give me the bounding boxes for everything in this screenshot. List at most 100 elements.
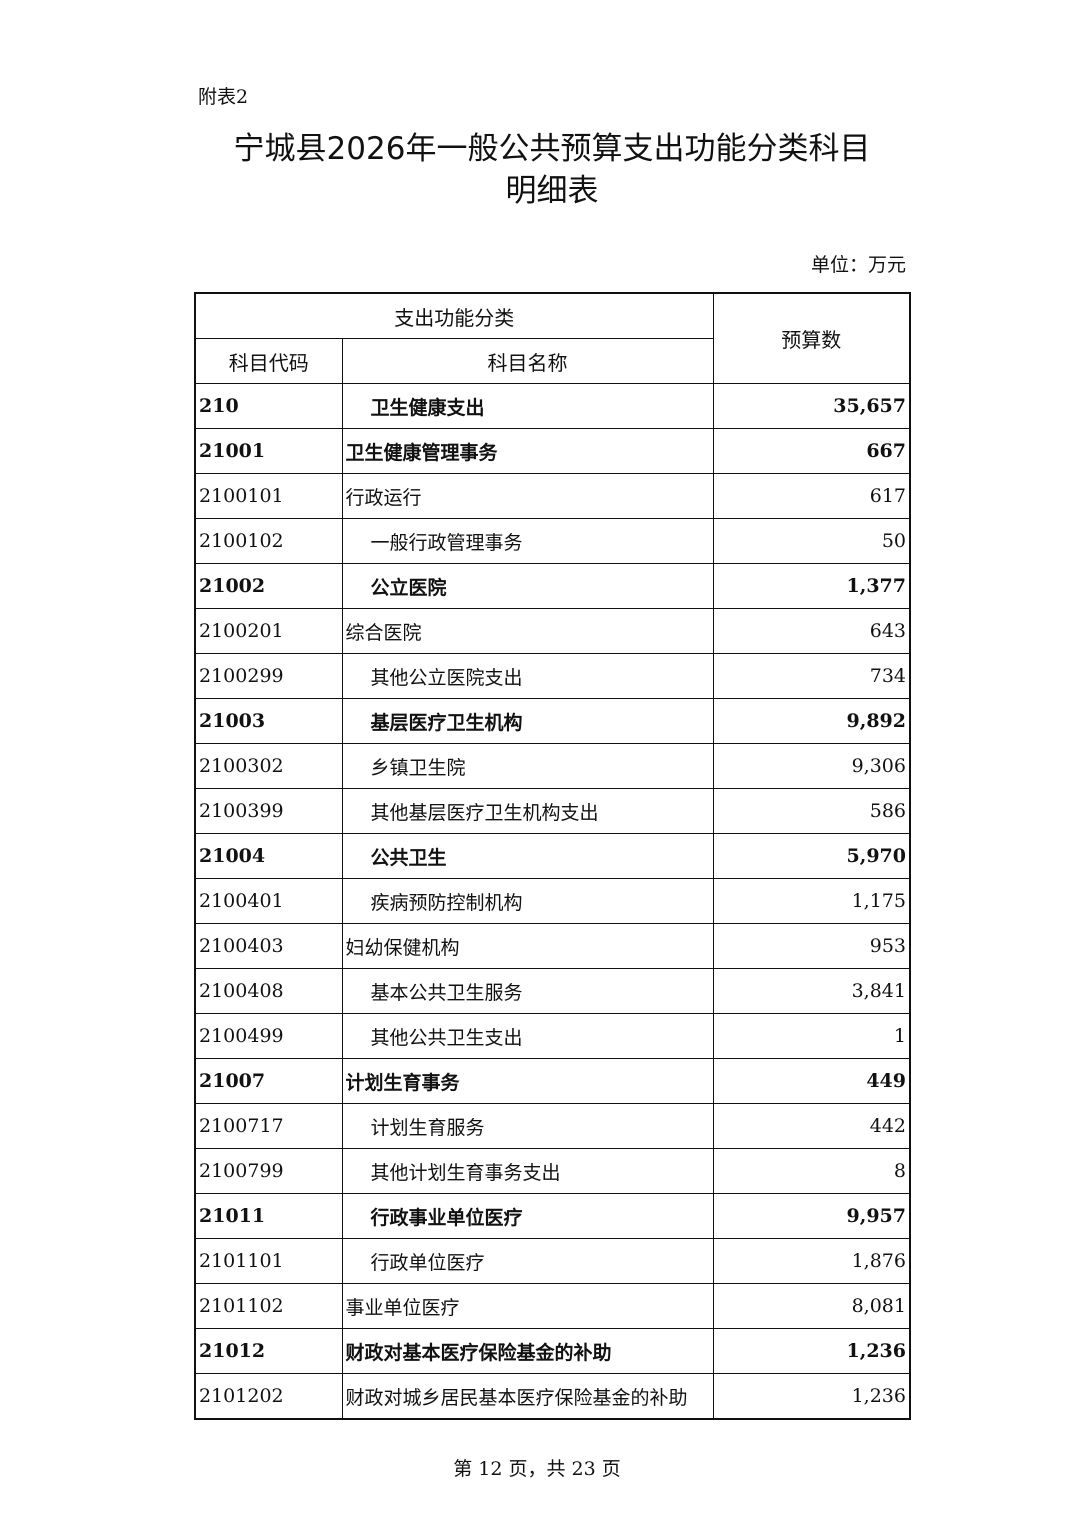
table-row: 2100717 计划生育服务 442 — [194, 1103, 911, 1149]
amount-cell: 953 — [712, 923, 911, 969]
table-row: 21012 财政对基本医疗保险基金的补助 1,236 — [194, 1328, 911, 1374]
amount-cell: 5,970 — [712, 833, 911, 879]
code-cell: 21011 — [194, 1193, 343, 1239]
amount-cell: 50 — [712, 518, 911, 564]
amount-cell: 734 — [712, 653, 911, 699]
code-cell: 2100302 — [194, 743, 343, 789]
name-cell: 基本公共卫生服务 — [341, 968, 714, 1014]
name-cell: 疾病预防控制机构 — [341, 878, 714, 924]
table-row: 2100302 乡镇卫生院 9,306 — [194, 743, 911, 789]
amount-cell: 617 — [712, 473, 911, 519]
name-cell: 其他公立医院支出 — [341, 653, 714, 699]
name-cell: 其他公共卫生支出 — [341, 1013, 714, 1059]
amount-cell: 3,841 — [712, 968, 911, 1014]
amount-cell: 1,377 — [712, 563, 911, 609]
name-cell: 事业单位医疗 — [341, 1283, 714, 1329]
name-cell: 基层医疗卫生机构 — [341, 698, 714, 744]
code-cell: 2100399 — [194, 788, 343, 834]
table-row: 21002 公立医院 1,377 — [194, 563, 911, 609]
amount-cell: 9,306 — [712, 743, 911, 789]
name-cell: 行政运行 — [341, 473, 714, 519]
name-cell: 妇幼保健机构 — [341, 923, 714, 969]
code-cell: 2101202 — [194, 1373, 343, 1420]
code-cell: 21003 — [194, 698, 343, 744]
amount-cell: 8,081 — [712, 1283, 911, 1329]
code-cell: 2100201 — [194, 608, 343, 654]
table-row: 2101101 行政单位医疗 1,876 — [194, 1238, 911, 1284]
name-cell: 卫生健康支出 — [341, 383, 714, 429]
amount-cell: 35,657 — [712, 383, 911, 429]
table-row: 2100399 其他基层医疗卫生机构支出 586 — [194, 788, 911, 834]
table-row: 2100101 行政运行 617 — [194, 473, 911, 519]
table-row: 2100408 基本公共卫生服务 3,841 — [194, 968, 911, 1014]
amount-cell: 442 — [712, 1103, 911, 1149]
amount-cell: 643 — [712, 608, 911, 654]
code-cell: 2100102 — [194, 518, 343, 564]
table-row: 2100299 其他公立医院支出 734 — [194, 653, 911, 699]
table-row: 21001 卫生健康管理事务 667 — [194, 428, 911, 474]
name-cell: 行政单位医疗 — [341, 1238, 714, 1284]
code-cell: 2100101 — [194, 473, 343, 519]
code-cell: 2100799 — [194, 1148, 343, 1194]
table-row: 210 卫生健康支出 35,657 — [194, 383, 911, 429]
table-row: 2100102 一般行政管理事务 50 — [194, 518, 911, 564]
table-row: 2100499 其他公共卫生支出 1 — [194, 1013, 911, 1059]
page-number: 第 12 页，共 23 页 — [453, 1458, 621, 1480]
group-header: 支出功能分类 — [194, 292, 714, 339]
amount-cell: 9,957 — [712, 1193, 911, 1239]
name-cell: 一般行政管理事务 — [341, 518, 714, 564]
name-cell: 乡镇卫生院 — [341, 743, 714, 789]
amount-cell: 8 — [712, 1148, 911, 1194]
column-header: 科目代码 — [194, 338, 343, 384]
code-cell: 2100403 — [194, 923, 343, 969]
amount-cell: 9,892 — [712, 698, 911, 744]
title-line: 明细表 — [505, 173, 599, 209]
code-cell: 21007 — [194, 1058, 343, 1104]
name-cell: 财政对基本医疗保险基金的补助 — [341, 1328, 714, 1374]
name-cell: 公共卫生 — [341, 833, 714, 879]
table-row: 2101102 事业单位医疗 8,081 — [194, 1283, 911, 1329]
table-row: 2100799 其他计划生育事务支出 8 — [194, 1148, 911, 1194]
amount-cell: 449 — [712, 1058, 911, 1104]
amount-cell: 1,876 — [712, 1238, 911, 1284]
code-cell: 21002 — [194, 563, 343, 609]
code-cell: 2100299 — [194, 653, 343, 699]
name-cell: 其他计划生育事务支出 — [341, 1148, 714, 1194]
code-cell: 2100717 — [194, 1103, 343, 1149]
amount-cell: 1,175 — [712, 878, 911, 924]
unit: 单位：万元 — [810, 254, 906, 276]
name-cell: 行政事业单位医疗 — [341, 1193, 714, 1239]
code-cell: 210 — [194, 383, 343, 429]
amount-cell: 1,236 — [712, 1373, 911, 1420]
code-cell: 21001 — [194, 428, 343, 474]
amount-cell: 667 — [712, 428, 911, 474]
table-row: 2101202 财政对城乡居民基本医疗保险基金的补助 1,236 — [194, 1373, 911, 1420]
table-row: 21007 计划生育事务 449 — [194, 1058, 911, 1104]
column-header: 科目名称 — [341, 338, 714, 384]
code-cell: 2101101 — [194, 1238, 343, 1284]
code-cell: 2100408 — [194, 968, 343, 1014]
code-cell: 2100401 — [194, 878, 343, 924]
table-row: 2100201 综合医院 643 — [194, 608, 911, 654]
code-cell: 2100499 — [194, 1013, 343, 1059]
code-cell: 2101102 — [194, 1283, 343, 1329]
appendix-label: 附表2 — [198, 86, 249, 108]
name-cell: 综合医院 — [341, 608, 714, 654]
code-cell: 21004 — [194, 833, 343, 879]
table-row: 21011 行政事业单位医疗 9,957 — [194, 1193, 911, 1239]
code-cell: 21012 — [194, 1328, 343, 1374]
name-cell: 计划生育事务 — [341, 1058, 714, 1104]
amount-cell: 1 — [712, 1013, 911, 1059]
amount-cell: 1,236 — [712, 1328, 911, 1374]
table-row: 2100401 疾病预防控制机构 1,175 — [194, 878, 911, 924]
name-cell: 卫生健康管理事务 — [341, 428, 714, 474]
table-row: 2100403 妇幼保健机构 953 — [194, 923, 911, 969]
table-row: 21004 公共卫生 5,970 — [194, 833, 911, 879]
title: 宁城县2026年一般公共预算支出功能分类科目 明细表 — [0, 128, 1074, 212]
title-line: 宁城县2026年一般公共预算支出功能分类科目 — [233, 131, 871, 167]
name-cell: 其他基层医疗卫生机构支出 — [341, 788, 714, 834]
name-cell: 公立医院 — [341, 563, 714, 609]
budget-table: 支出功能分类 预算数 科目代码 科目名称 210 卫生健康支出 35,657 2100… — [194, 292, 911, 1420]
amount-cell: 586 — [712, 788, 911, 834]
